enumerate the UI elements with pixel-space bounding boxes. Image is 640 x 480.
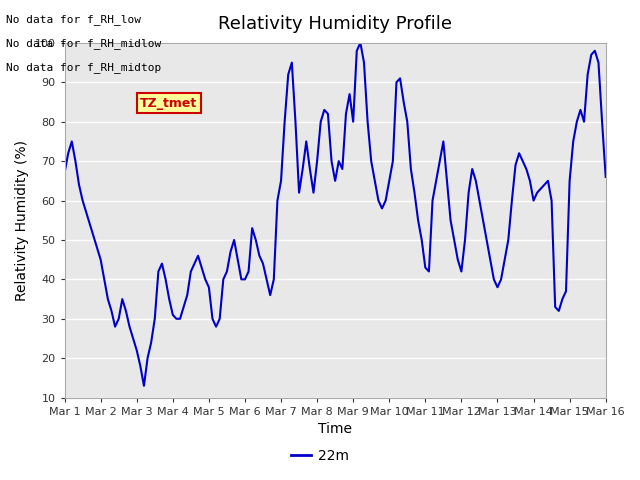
Text: No data for f_RH_midtop: No data for f_RH_midtop [6, 62, 162, 73]
Legend: 22m: 22m [285, 443, 355, 468]
Y-axis label: Relativity Humidity (%): Relativity Humidity (%) [15, 140, 29, 301]
Text: TZ_tmet: TZ_tmet [140, 97, 198, 110]
Text: No data for f_RH_midlow: No data for f_RH_midlow [6, 38, 162, 49]
Title: Relativity Humidity Profile: Relativity Humidity Profile [218, 15, 452, 33]
Text: No data for f_RH_low: No data for f_RH_low [6, 14, 141, 25]
X-axis label: Time: Time [318, 422, 352, 436]
